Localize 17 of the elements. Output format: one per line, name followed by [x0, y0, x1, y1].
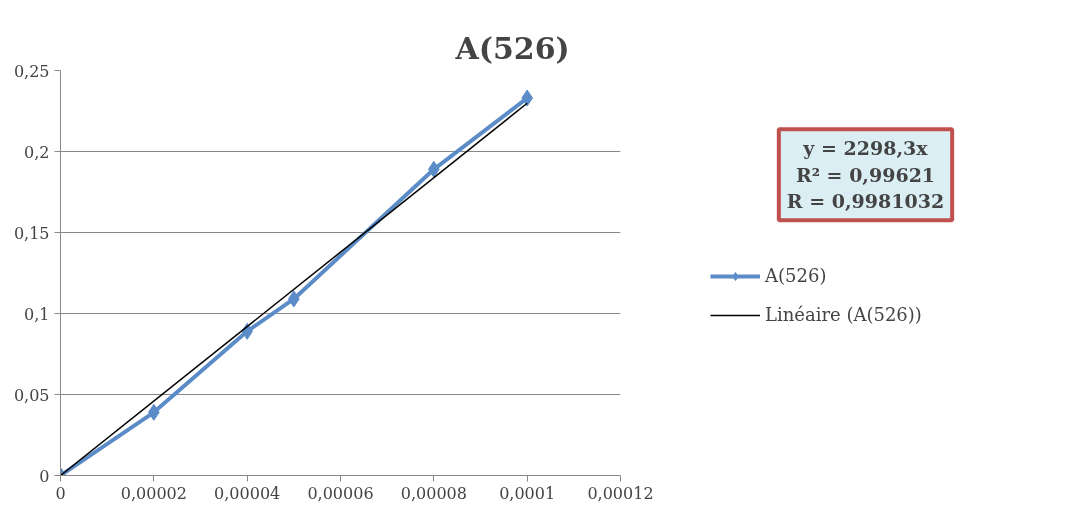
y-tick-label: 0,25: [13, 61, 50, 81]
x-tick-label: 0,0001: [499, 483, 556, 503]
legend-label: A(526): [765, 265, 827, 286]
y-tick-label: 0,1: [24, 304, 50, 324]
y-tick-label: 0: [39, 466, 50, 486]
y-tick-label: 0,2: [24, 142, 50, 162]
chart-title: A(526): [454, 30, 570, 66]
x-tick-label: 0,00002: [120, 483, 187, 503]
text: y = 2298,3x R² = 0,99621 R = 0,9981032: [786, 137, 945, 213]
x-tick-label: 0,00008: [400, 483, 467, 503]
y-tick-label: 0,05: [13, 385, 50, 405]
legend-label: Linéaire (A(526)): [765, 304, 922, 325]
x-tick-label: 0,00006: [307, 483, 374, 503]
x-tick-label: 0,00012: [587, 483, 654, 503]
x-tick-label: 0: [55, 483, 66, 503]
x-tick-label: 0,00004: [214, 483, 281, 503]
y-tick-label: 0,15: [13, 223, 50, 243]
